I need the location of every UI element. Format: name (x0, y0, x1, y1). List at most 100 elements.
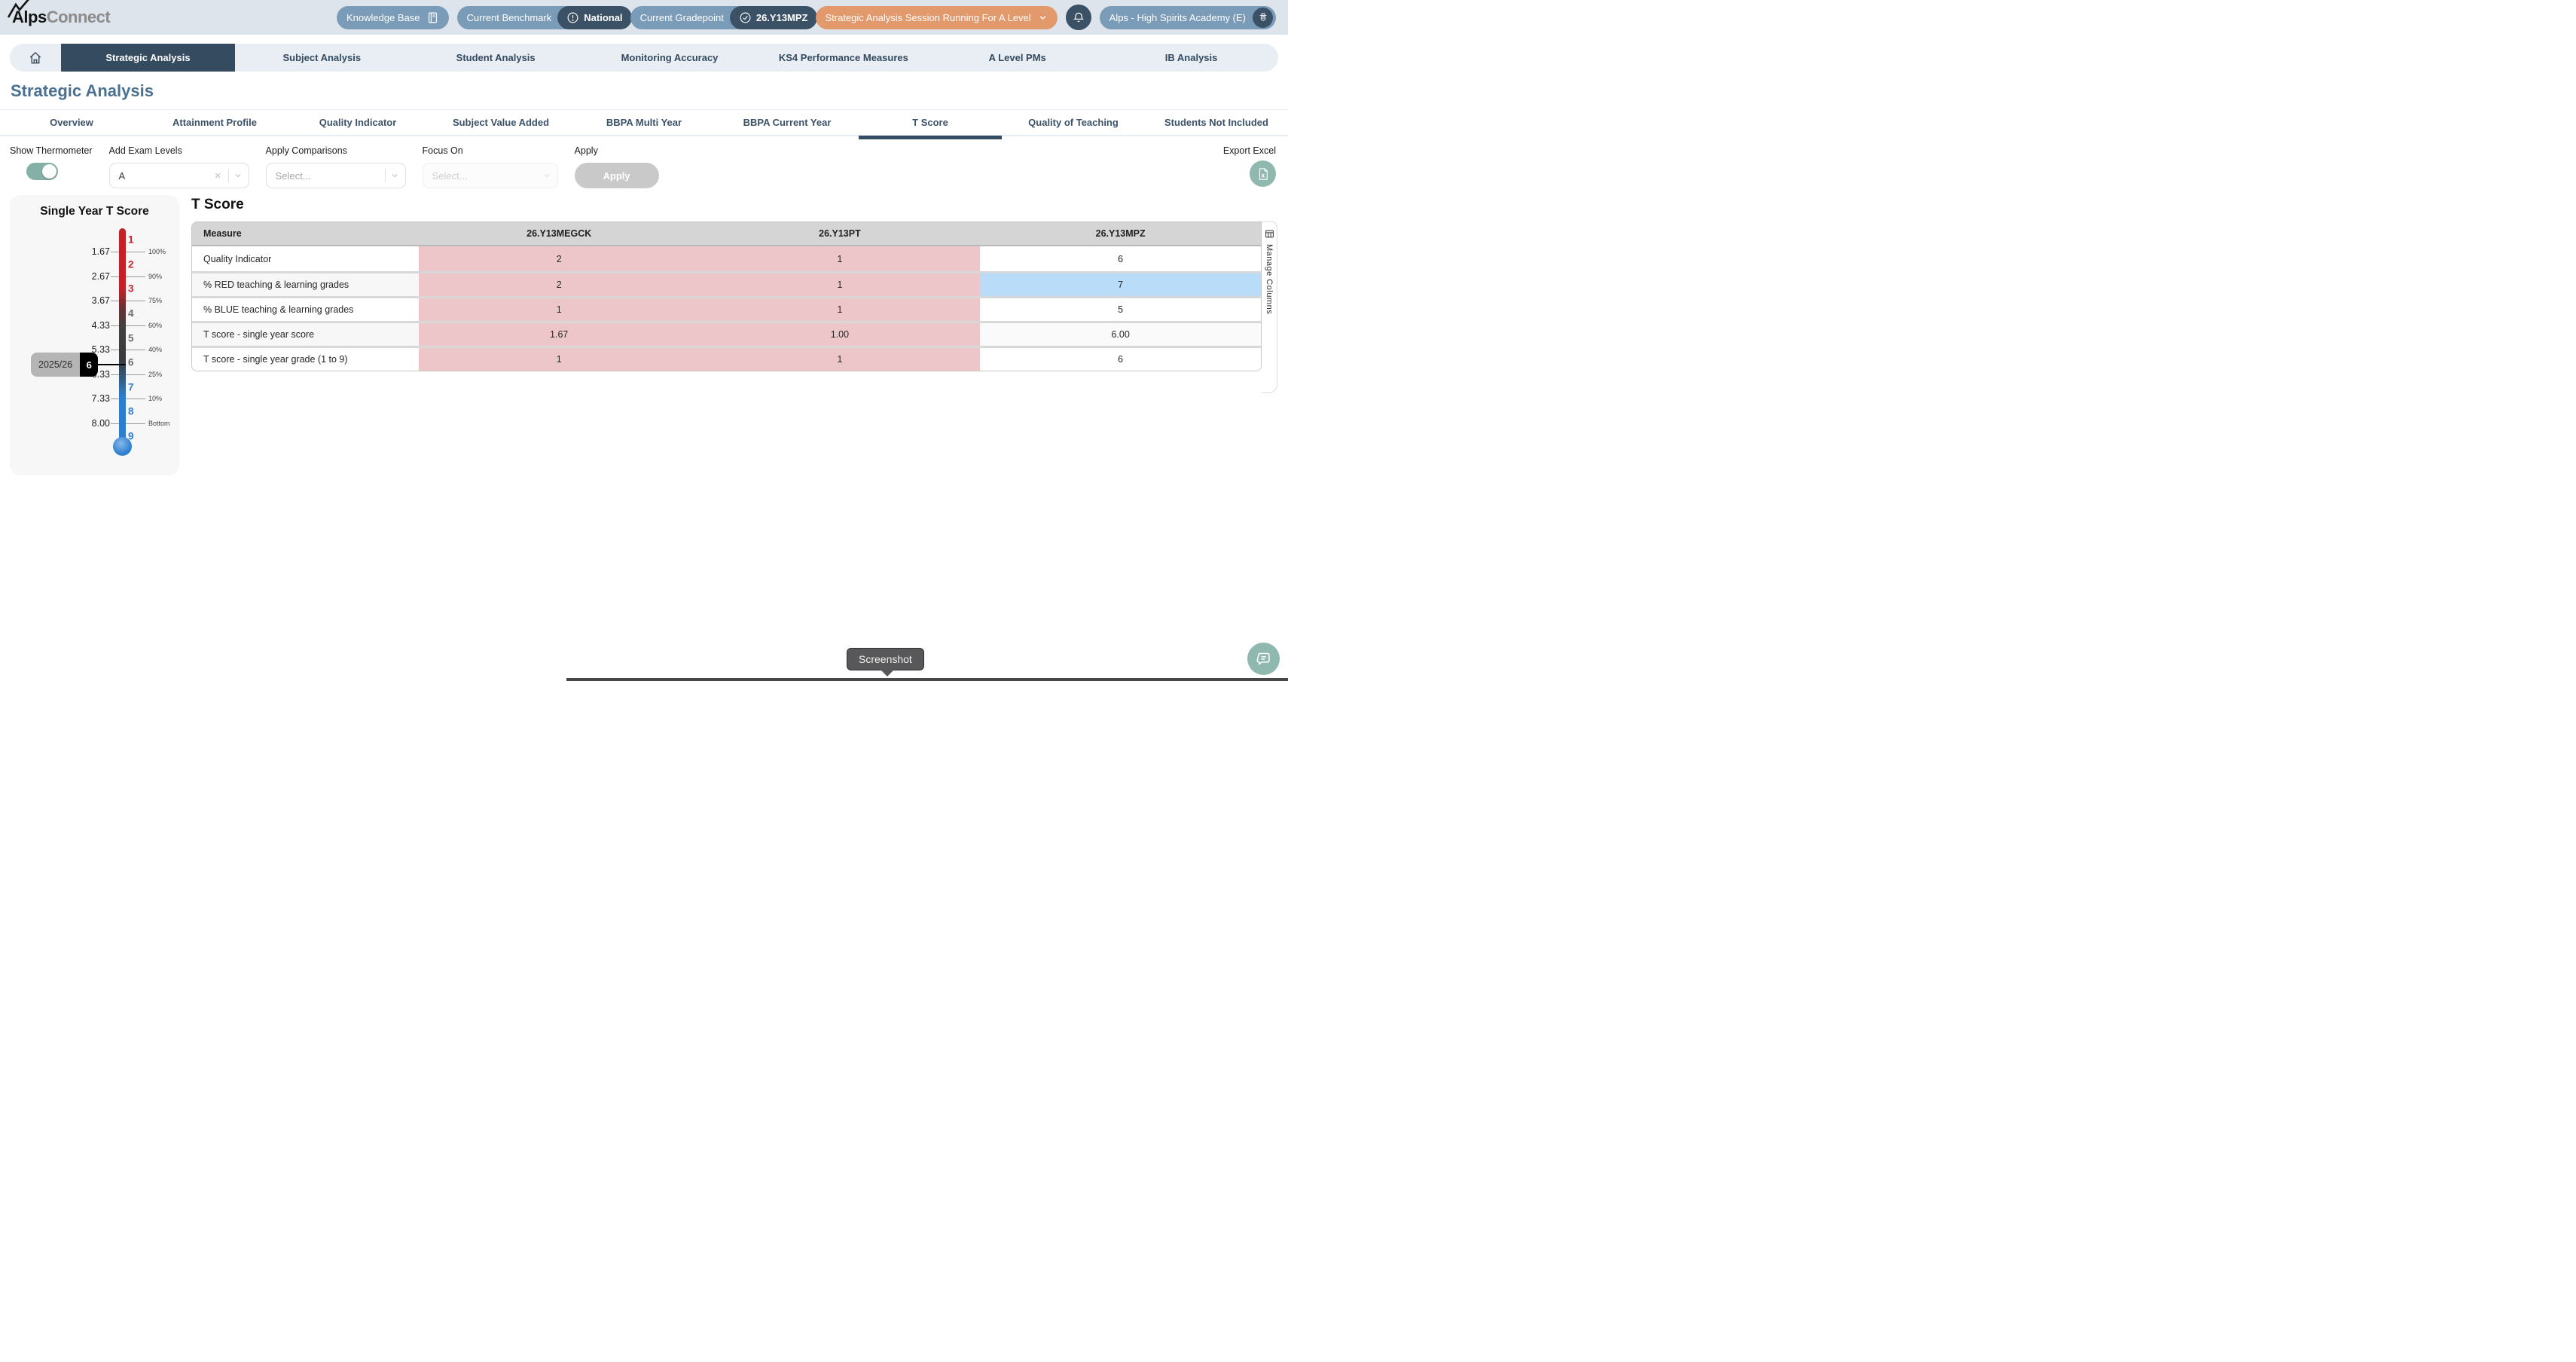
filter-bar: Show Thermometer Add Exam Levels A × App… (0, 136, 1288, 188)
manage-columns-label: Manage Columns (1265, 244, 1274, 315)
year-marker: 2025/26 6 (31, 353, 127, 377)
nav-tab-a-level-pms[interactable]: A Level PMs (988, 52, 1046, 63)
current-gradepoint-label: Current Gradepoint (639, 11, 724, 23)
session-dropdown-button[interactable]: Strategic Analysis Session Running For A… (815, 5, 1058, 29)
logo-text-alps: Alps (12, 8, 47, 26)
col-header-26y13pt[interactable]: 26.Y13PT (699, 222, 981, 246)
tick-percentile: Bottom (148, 420, 170, 427)
cell-value[interactable]: 5 (980, 296, 1261, 321)
cell-value[interactable]: 2 (418, 246, 700, 271)
thermometer-bulb (113, 437, 132, 456)
subtab-subject-value-added[interactable]: Subject Value Added (452, 117, 550, 128)
t-score-heading: T Score (191, 197, 244, 212)
cell-value[interactable]: 6.00 (980, 321, 1261, 346)
nav-tab-student-analysis[interactable]: Student Analysis (456, 52, 536, 63)
main-nav-bar: Strategic Analysis Subject Analysis Stud… (10, 44, 1278, 72)
cell-value[interactable]: 1 (699, 296, 981, 321)
col-header-measure[interactable]: Measure (192, 222, 419, 246)
focus-on-label: Focus On (422, 145, 463, 156)
alps-connect-logo: Alps Connect (8, 0, 111, 27)
account-menu-button[interactable]: Alps - High Spirits Academy (E) (1099, 5, 1276, 29)
cell-value[interactable]: 1 (699, 271, 981, 296)
cell-value[interactable]: 1.00 (699, 321, 981, 346)
current-benchmark-value-badge: National (557, 5, 632, 29)
chat-widget-button[interactable] (1247, 643, 1280, 675)
cell-value[interactable]: 1 (418, 346, 700, 371)
chat-bubble-icon (1256, 651, 1271, 667)
current-benchmark-button[interactable]: Current Benchmark National (456, 5, 632, 29)
cell-value[interactable]: 1 (418, 296, 700, 321)
bell-icon (1072, 11, 1085, 24)
grade-1: 1 (128, 234, 134, 246)
table-flex: Measure 26.Y13MEGCK 26.Y13PT 26.Y13MPZ Q… (191, 221, 1277, 393)
nav-tab-subject-analysis[interactable]: Subject Analysis (282, 52, 362, 63)
export-excel-button[interactable] (1250, 160, 1276, 187)
tick-line (111, 325, 145, 326)
tick-score: 8.00 (91, 418, 110, 429)
main-content: Single Year T Score 1.67 100% 2.67 90% 3.6… (0, 188, 1288, 475)
nav-tab-ib-analysis[interactable]: IB Analysis (1164, 52, 1218, 63)
tick-score: 5.33 (91, 344, 110, 355)
notifications-button[interactable] (1065, 5, 1091, 30)
add-exam-levels-select[interactable]: A × (108, 163, 249, 188)
chevron-down-icon (1038, 13, 1048, 23)
table-row: T score - single year score 1.67 1.00 6.… (192, 321, 1261, 346)
nav-tab-strategic-analysis[interactable]: Strategic Analysis (61, 44, 235, 72)
session-label: Strategic Analysis Session Running For A… (825, 11, 1031, 23)
export-excel-group: Export Excel (1223, 145, 1276, 187)
tick-percentile: 100% (148, 248, 166, 255)
tick-line (111, 374, 145, 375)
logo-text-connect: Connect (46, 8, 111, 26)
single-year-t-score-card: Single Year T Score 1.67 100% 2.67 90% 3.6… (10, 195, 179, 475)
knowledge-base-button[interactable]: Knowledge Base (336, 5, 449, 29)
grade-3: 3 (128, 282, 134, 295)
subtab-quality-indicator[interactable]: Quality Indicator (319, 117, 397, 128)
current-gradepoint-value: 26.Y13MPZ (755, 11, 808, 23)
apply-comparisons-label: Apply Comparisons (265, 145, 347, 156)
subtab-attainment-profile[interactable]: Attainment Profile (172, 117, 257, 128)
account-label: Alps - High Spirits Academy (E) (1109, 11, 1246, 23)
nav-tab-ks4-performance-measures[interactable]: KS4 Performance Measures (778, 52, 908, 63)
subtab-students-not-included[interactable]: Students Not Included (1164, 117, 1268, 128)
subtab-quality-of-teaching[interactable]: Quality of Teaching (1028, 117, 1119, 128)
subtab-t-score[interactable]: T Score (859, 110, 1002, 139)
apply-comparisons-select[interactable]: Select... (265, 163, 406, 188)
excel-file-icon (1256, 167, 1270, 181)
apply-button[interactable]: Apply (574, 163, 659, 188)
add-exam-levels-group: Add Exam Levels A × (108, 145, 249, 188)
focus-on-group: Focus On Select... (422, 145, 558, 188)
home-button[interactable] (10, 44, 61, 72)
logo-zigzag-icon (8, 0, 30, 18)
marker-year: 2025/26 (31, 353, 81, 377)
subtab-bbpa-multi-year[interactable]: BBPA Multi Year (606, 117, 682, 128)
tick-score: 1.67 (91, 246, 110, 257)
manage-columns-button[interactable]: Manage Columns (1262, 221, 1277, 393)
focus-on-select[interactable]: Select... (422, 163, 558, 188)
show-thermometer-toggle[interactable] (26, 163, 58, 180)
select-divider (227, 169, 229, 182)
apply-comparisons-group: Apply Comparisons Select... (265, 145, 406, 188)
cell-value[interactable]: 6 (980, 346, 1261, 371)
cell-value[interactable]: 1.67 (418, 321, 700, 346)
grade-7: 7 (128, 381, 134, 393)
current-benchmark-label: Current Benchmark (466, 11, 552, 23)
row-measure: T score - single year grade (1 to 9) (192, 346, 419, 371)
row-measure: % RED teaching & learning grades (192, 271, 419, 296)
cell-value[interactable]: 1 (699, 246, 981, 271)
cell-value[interactable]: 2 (418, 271, 700, 296)
cell-value[interactable]: 6 (980, 246, 1261, 271)
subtab-bbpa-current-year[interactable]: BBPA Current Year (743, 117, 832, 128)
nav-tab-monitoring-accuracy[interactable]: Monitoring Accuracy (621, 52, 719, 63)
cell-value-highlighted[interactable]: 7 (980, 271, 1261, 296)
grade-9: 9 (128, 430, 134, 442)
top-header: Alps Connect Knowledge Base Current Benc… (0, 0, 1288, 35)
cell-value[interactable]: 1 (699, 346, 981, 371)
subtab-overview[interactable]: Overview (50, 117, 93, 128)
col-header-26y13mpz[interactable]: 26.Y13MPZ (980, 222, 1261, 246)
current-gradepoint-button[interactable]: Current Gradepoint 26.Y13MPZ (630, 5, 817, 29)
chevron-down-icon (233, 171, 243, 180)
toggle-knob (42, 164, 56, 179)
current-gradepoint-value-badge: 26.Y13MPZ (729, 5, 817, 29)
clear-icon[interactable]: × (214, 169, 221, 182)
col-header-26y13megck[interactable]: 26.Y13MEGCK (418, 222, 700, 246)
